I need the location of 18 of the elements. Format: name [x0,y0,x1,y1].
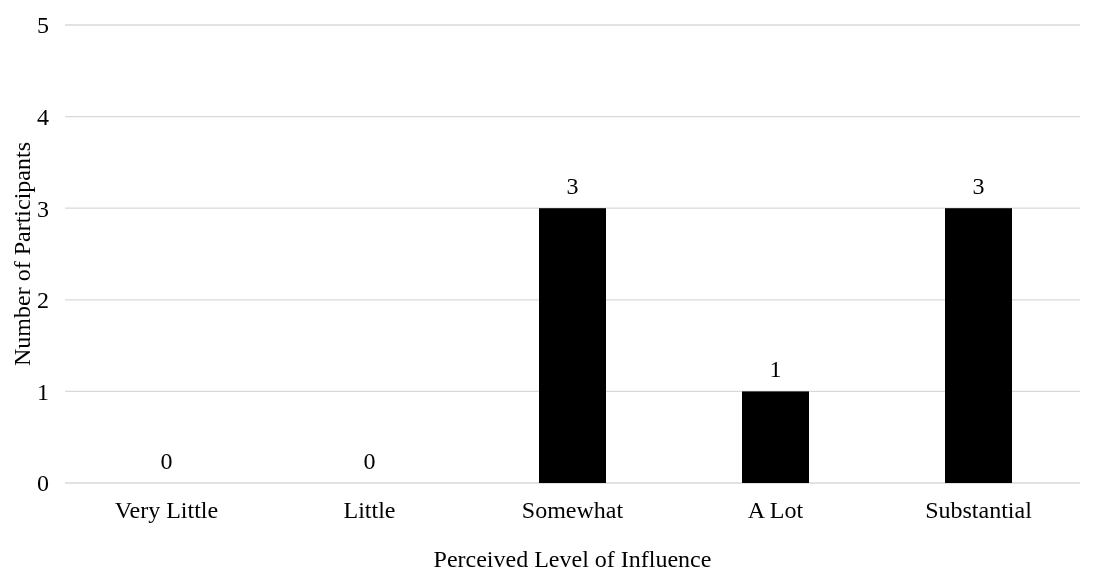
data-label: 0 [363,448,376,474]
y-tick-label: 2 [37,287,49,314]
data-label: 1 [769,356,782,383]
x-tick-label: Little [343,497,396,523]
x-axis-title: Perceived Level of Influence [433,546,712,572]
data-label: 3 [566,173,579,200]
x-tick-label: Very Little [114,497,219,523]
x-tick-label: Somewhat [521,497,624,523]
y-tick-label: 3 [37,195,49,222]
y-axis-title: Number of Participants [9,142,35,366]
y-tick-label: 1 [37,378,49,405]
y-tick-label: 5 [37,12,49,39]
y-tick-label: 0 [37,470,49,497]
x-tick-label: Substantial [925,497,1033,523]
y-tick-label: 4 [37,104,49,130]
data-label: 0 [160,448,173,474]
x-tick-label: A Lot [747,497,804,523]
data-label: 3 [972,173,985,200]
